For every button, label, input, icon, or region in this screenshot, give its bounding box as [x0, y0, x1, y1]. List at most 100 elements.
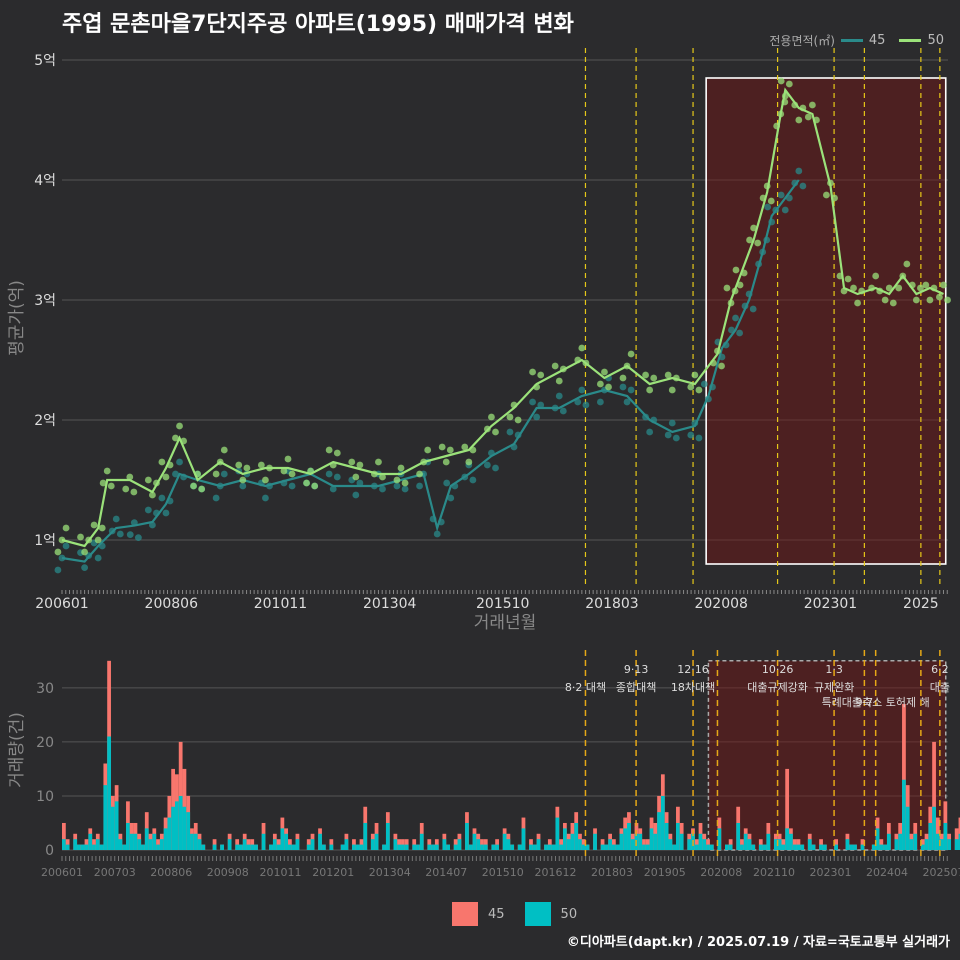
series-50-point — [162, 473, 170, 481]
series-50-point — [895, 284, 903, 292]
bar-50 — [600, 844, 605, 850]
bar-50 — [340, 844, 345, 850]
x-tick-label: 202301 — [809, 866, 851, 879]
bar-50 — [924, 839, 929, 850]
bar-50 — [148, 839, 153, 850]
bar-50 — [261, 833, 266, 850]
y-tick-label: 20 — [36, 735, 54, 751]
bar-50 — [517, 844, 522, 850]
series-45-point — [112, 515, 120, 523]
bar-50 — [521, 828, 526, 850]
series-45-point — [220, 470, 228, 478]
bar-50 — [679, 833, 684, 850]
bar-50 — [92, 844, 96, 850]
series-50-point — [107, 482, 115, 490]
bar-50 — [374, 833, 379, 850]
series-50-point — [397, 464, 405, 472]
series-50-point — [144, 476, 152, 484]
bar-50 — [393, 839, 398, 850]
bar-50 — [717, 828, 722, 850]
bar-50 — [676, 822, 680, 850]
x-tick-label: 200908 — [207, 866, 249, 879]
series-45-point — [443, 479, 451, 487]
bar-50 — [246, 844, 251, 850]
x-tick-label: 200806 — [145, 596, 199, 612]
series-45-point — [329, 485, 337, 493]
series-45-point — [596, 398, 604, 406]
bar-50 — [235, 844, 240, 850]
bar-50 — [578, 839, 582, 850]
series-45-point — [492, 464, 499, 472]
bar-50 — [77, 844, 81, 850]
highlight-box — [705, 77, 947, 565]
bar-50 — [152, 833, 157, 850]
bar-50 — [65, 844, 70, 850]
x-tick-label: 200806 — [150, 866, 192, 879]
bar-50 — [363, 822, 368, 850]
bar-50 — [442, 839, 447, 850]
bar-50 — [574, 822, 579, 850]
series-50-point — [122, 485, 130, 493]
series-45-point — [687, 431, 695, 439]
policy-label: 종합대책 — [616, 681, 656, 694]
series-50-point — [664, 371, 672, 379]
series-50-point — [424, 446, 432, 454]
series-50-point — [529, 368, 536, 376]
bar-50 — [657, 812, 661, 850]
series-50-line — [61, 87, 944, 548]
policy-label: 18차대책 — [671, 681, 715, 694]
series-45-point — [764, 203, 772, 211]
bar-50 — [175, 801, 179, 850]
x-tick-label: 201201 — [312, 866, 354, 879]
bar-50 — [453, 844, 458, 850]
bar-50 — [796, 844, 801, 850]
bar-50 — [137, 839, 142, 850]
series-50-point — [172, 434, 179, 442]
series-50-point — [691, 371, 699, 379]
series-50-point — [872, 272, 880, 280]
bar-50 — [611, 844, 616, 850]
series-50-point — [926, 296, 934, 304]
series-50-point — [198, 485, 206, 493]
bar-50 — [359, 844, 364, 850]
bar-50 — [416, 844, 420, 850]
series-50-point — [220, 446, 228, 454]
series-45-point — [582, 401, 590, 409]
series-50-point — [936, 293, 943, 301]
bar-50 — [913, 833, 918, 850]
bar-50 — [664, 822, 669, 850]
series-50-point — [627, 350, 635, 358]
bar-50 — [615, 844, 620, 850]
bar-50 — [193, 833, 198, 850]
series-45-point — [781, 206, 789, 214]
bar-50 — [563, 828, 567, 850]
bar-50 — [141, 844, 145, 850]
bar-50 — [570, 833, 575, 850]
series-50-point — [356, 461, 364, 469]
series-45-point — [352, 491, 360, 499]
series-50-point — [243, 464, 251, 472]
series-50-point — [303, 479, 310, 487]
series-50-point — [944, 296, 951, 304]
legend-box-45 — [452, 902, 478, 926]
x-tick-label: 202008 — [700, 866, 742, 879]
series-50-point — [212, 470, 220, 478]
bar-50 — [939, 839, 944, 850]
series-50-point — [804, 113, 812, 121]
series-50-point — [379, 473, 386, 481]
series-45-point — [393, 482, 401, 490]
series-50-point — [288, 470, 296, 478]
series-50-point — [823, 191, 830, 199]
series-50-point — [695, 386, 703, 394]
bar-50 — [419, 833, 424, 850]
bar-50 — [743, 833, 748, 850]
bar-50 — [284, 833, 289, 850]
policy-label: 9·7 — [856, 696, 874, 709]
bar-50 — [886, 833, 891, 850]
series-50-point — [99, 479, 107, 487]
x-tick-label: 201011 — [254, 596, 307, 612]
bar-50 — [401, 844, 405, 850]
series-50-point — [718, 362, 725, 370]
y-tick-label: 1억 — [34, 533, 56, 549]
